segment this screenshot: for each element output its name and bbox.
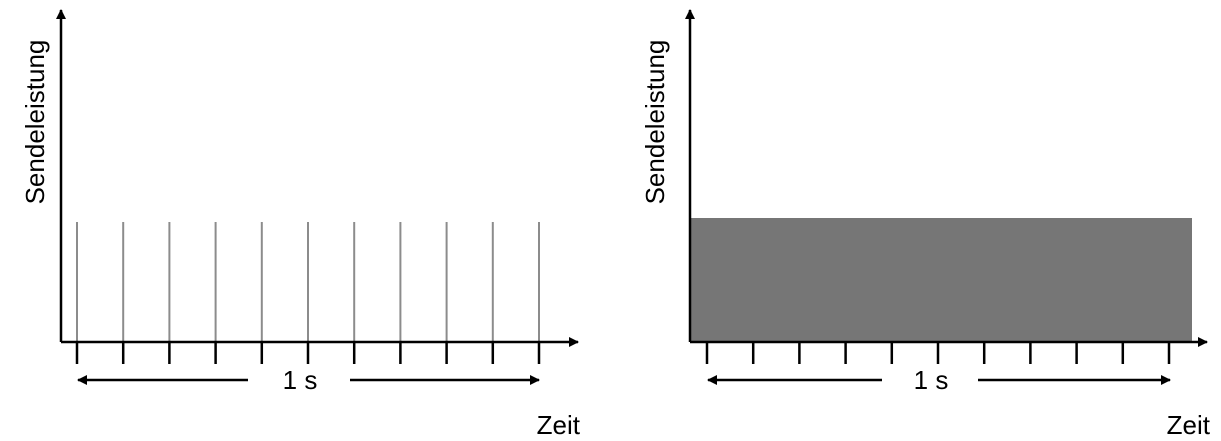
x-axis-label: Zeit <box>1167 410 1211 440</box>
y-axis-label: Sendeleistung <box>20 40 50 205</box>
span-label: 1 s <box>914 365 949 395</box>
time-ticks <box>705 342 1171 364</box>
time-ticks <box>75 342 541 364</box>
span-label: 1 s <box>283 365 318 395</box>
y-axis-label: Sendeleistung <box>640 40 670 205</box>
panel-continuous: 1 s Sendeleistung Zeit <box>640 9 1211 440</box>
x-axis-label: Zeit <box>537 410 581 440</box>
panel-pulsed: 1 s Sendeleistung Zeit <box>20 9 581 440</box>
pulse-train <box>76 222 540 342</box>
continuous-power-block <box>690 218 1192 342</box>
